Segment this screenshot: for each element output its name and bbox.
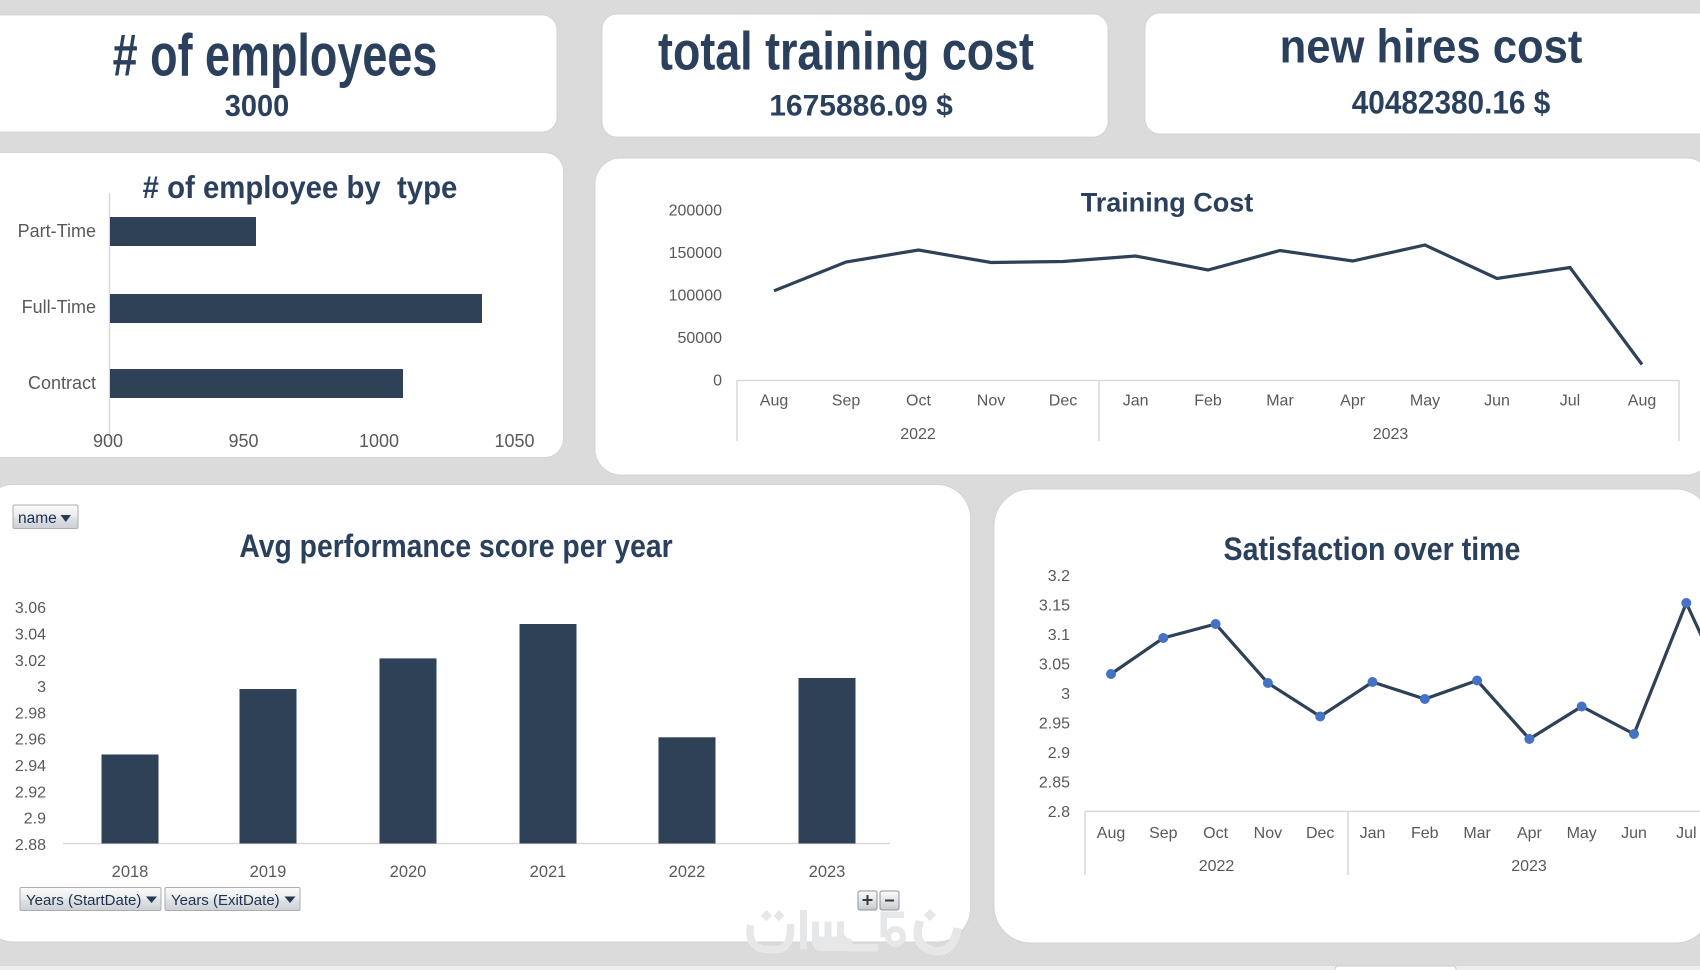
svg-text:Full-Time: Full-Time bbox=[22, 297, 96, 317]
svg-text:Apr: Apr bbox=[1517, 825, 1543, 842]
svg-text:Jul: Jul bbox=[1560, 393, 1580, 410]
svg-text:2023: 2023 bbox=[1511, 858, 1547, 875]
svg-text:2022: 2022 bbox=[669, 863, 706, 881]
svg-text:2.95: 2.95 bbox=[1039, 716, 1070, 733]
svg-text:May: May bbox=[1567, 825, 1597, 842]
svg-text:3: 3 bbox=[1061, 686, 1070, 703]
svg-text:150000: 150000 bbox=[669, 245, 722, 262]
svg-text:2023: 2023 bbox=[1373, 426, 1409, 443]
svg-text:2022: 2022 bbox=[1199, 858, 1235, 875]
svg-text:Satisfaction over time: Satisfaction over time bbox=[1224, 533, 1521, 568]
svg-text:Years (ExitDate): Years (ExitDate) bbox=[171, 892, 280, 909]
svg-text:1000: 1000 bbox=[359, 431, 399, 451]
svg-text:Sep: Sep bbox=[1149, 825, 1178, 842]
svg-text:2020: 2020 bbox=[390, 863, 427, 881]
svg-text:Jul: Jul bbox=[1676, 825, 1696, 842]
svg-text:Avg performance score per year: Avg performance score per year bbox=[239, 529, 672, 564]
svg-text:Feb: Feb bbox=[1194, 393, 1222, 410]
svg-text:Part-Time: Part-Time bbox=[18, 221, 96, 241]
svg-text:2.9: 2.9 bbox=[1048, 745, 1070, 762]
svg-text:Sep: Sep bbox=[832, 393, 861, 410]
svg-text:3: 3 bbox=[37, 679, 46, 696]
svg-text:Jan: Jan bbox=[1360, 825, 1386, 842]
svg-text:2019: 2019 bbox=[250, 863, 287, 881]
svg-text:3.15: 3.15 bbox=[1039, 598, 1070, 615]
svg-text:Mar: Mar bbox=[1463, 825, 1491, 842]
svg-text:50000: 50000 bbox=[678, 330, 723, 347]
svg-text:Dec: Dec bbox=[1049, 393, 1077, 410]
svg-text:2018: 2018 bbox=[112, 863, 149, 881]
svg-text:name: name bbox=[18, 510, 57, 527]
svg-text:2.98: 2.98 bbox=[15, 705, 46, 722]
svg-text:Contract: Contract bbox=[28, 373, 96, 393]
svg-text:Mar: Mar bbox=[1266, 393, 1294, 410]
svg-text:100000: 100000 bbox=[669, 288, 722, 305]
svg-text:3.2: 3.2 bbox=[1048, 568, 1070, 585]
svg-text:Aug: Aug bbox=[1628, 393, 1656, 410]
svg-text:200000: 200000 bbox=[669, 203, 722, 220]
svg-text:Oct: Oct bbox=[906, 393, 931, 410]
svg-text:new hires cost: new hires cost bbox=[1280, 20, 1583, 73]
svg-text:2.88: 2.88 bbox=[15, 837, 46, 854]
svg-text:Feb: Feb bbox=[1411, 825, 1439, 842]
svg-text:2021: 2021 bbox=[530, 863, 567, 881]
svg-text:Years (StartDate): Years (StartDate) bbox=[26, 892, 141, 909]
svg-text:3.02: 3.02 bbox=[15, 653, 46, 670]
svg-text:# of employees: # of employees bbox=[113, 24, 438, 89]
svg-text:2023: 2023 bbox=[809, 863, 846, 881]
svg-text:2.94: 2.94 bbox=[15, 758, 46, 775]
svg-text:Aug: Aug bbox=[1097, 825, 1125, 842]
svg-text:3.06: 3.06 bbox=[15, 600, 46, 617]
svg-text:2.9: 2.9 bbox=[24, 811, 46, 828]
svg-text:3.04: 3.04 bbox=[15, 627, 46, 644]
svg-text:total training cost: total training cost bbox=[658, 21, 1034, 82]
svg-text:1675886.09 $: 1675886.09 $ bbox=[769, 90, 953, 123]
svg-text:Apr: Apr bbox=[1340, 393, 1366, 410]
svg-text:900: 900 bbox=[93, 431, 123, 451]
svg-text:3.05: 3.05 bbox=[1039, 657, 1070, 674]
svg-text:Dec: Dec bbox=[1306, 825, 1334, 842]
svg-text:950: 950 bbox=[228, 431, 258, 451]
svg-text:2.8: 2.8 bbox=[1048, 804, 1070, 821]
svg-text:Training Cost: Training Cost bbox=[1081, 188, 1254, 218]
svg-text:2.92: 2.92 bbox=[15, 784, 46, 801]
svg-text:0: 0 bbox=[713, 372, 722, 389]
svg-text:Jun: Jun bbox=[1484, 393, 1510, 410]
svg-text:40482380.16 $: 40482380.16 $ bbox=[1352, 85, 1551, 121]
svg-text:1050: 1050 bbox=[494, 431, 534, 451]
svg-text:3000: 3000 bbox=[225, 89, 289, 123]
svg-text:# of employee by type: # of employee by type bbox=[143, 170, 458, 205]
svg-text:Nov: Nov bbox=[977, 393, 1005, 410]
svg-text:May: May bbox=[1410, 393, 1440, 410]
svg-text:Jun: Jun bbox=[1621, 825, 1647, 842]
svg-text:2.96: 2.96 bbox=[15, 732, 46, 749]
svg-text:2022: 2022 bbox=[900, 426, 936, 443]
svg-text:2.85: 2.85 bbox=[1039, 775, 1070, 792]
svg-text:Jan: Jan bbox=[1123, 393, 1149, 410]
svg-text:Nov: Nov bbox=[1254, 825, 1282, 842]
svg-text:Oct: Oct bbox=[1203, 825, 1228, 842]
svg-text:3.1: 3.1 bbox=[1048, 627, 1070, 644]
svg-text:Aug: Aug bbox=[760, 393, 788, 410]
